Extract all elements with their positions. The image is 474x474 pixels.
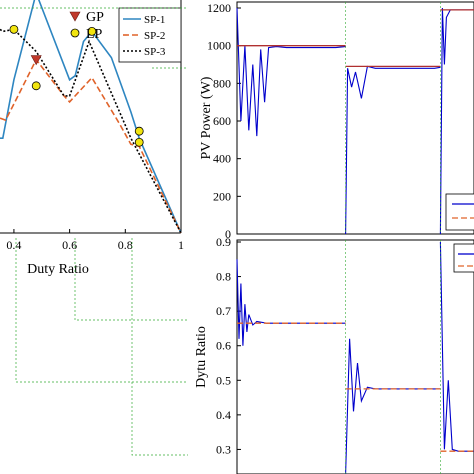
left-x-tick-label: 0.4 [6, 238, 21, 252]
legend-label-sp-2: SP-2 [144, 30, 165, 42]
lp-point-marker [9, 24, 19, 34]
power-series-measured [345, 65, 441, 235]
power-y-tick-label: 1000 [207, 39, 231, 53]
series-line-sp-1 [0, 0, 182, 234]
duty-y-tick-label: 0.3 [216, 442, 231, 456]
duty-y-tick-label: 0.4 [216, 408, 231, 422]
series-line-sp-2 [0, 58, 182, 234]
power-y-tick-label: 200 [213, 189, 231, 203]
duty-y-axis-label: Dytu Ratio [194, 326, 209, 388]
legend-lp-label: LP [86, 27, 103, 42]
series-legend-box [118, 7, 182, 63]
power-y-tick-label: 600 [213, 114, 231, 128]
duty-y-tick-label: 0.6 [216, 339, 231, 353]
power-axes-box [236, 1, 474, 235]
legend-gp-marker [69, 11, 81, 22]
power-y-tick-label: 400 [213, 152, 231, 166]
left-x-tick-label: 0.8 [118, 238, 133, 252]
legend-label-sp-3: SP-3 [144, 46, 166, 58]
duty-y-tick-label: 0.9 [216, 235, 231, 249]
legend-label-sp-1: SP-1 [144, 14, 165, 26]
duty-y-tick-label: 0.5 [216, 373, 231, 387]
legend-lp-marker [70, 28, 80, 38]
duty-axes-box [236, 239, 474, 474]
connector-line [131, 238, 188, 456]
lp-point-marker [31, 81, 41, 91]
power-y-tick-label: 1200 [207, 1, 231, 15]
power-y-tick-label: 800 [213, 76, 231, 90]
lp-point-marker [134, 126, 144, 136]
power-y-axis-label: PV Power (W) [199, 76, 214, 159]
power-legend-box [445, 193, 474, 231]
power-y-tick-label: 0 [225, 227, 231, 241]
duty-series-measured [345, 338, 441, 474]
series-line-sp-3 [0, 28, 182, 234]
gp-point-marker [30, 55, 42, 66]
connector-line [74, 238, 188, 321]
connector-line [15, 238, 188, 383]
duty-y-tick-label: 0.8 [216, 270, 231, 284]
left-x-axis-label: Duty Ratio [27, 262, 89, 277]
duty-y-tick-label: 0.7 [216, 304, 231, 318]
duty-series-measured [439, 241, 474, 452]
left-x-tick-label: 1 [178, 238, 184, 252]
left-x-tick-label: 0.6 [62, 238, 77, 252]
duty-series-measured [236, 259, 346, 346]
lp-point-marker [87, 26, 97, 36]
lp-point-marker [134, 137, 144, 147]
duty-legend-box [453, 243, 474, 273]
legend-gp-label: GP [86, 10, 104, 25]
power-series-measured [236, 7, 346, 137]
